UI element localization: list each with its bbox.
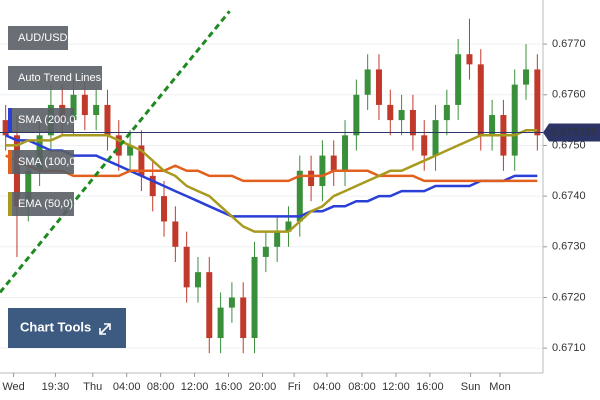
button-bg [8,108,74,132]
candle-body [194,272,201,288]
x-tick-label: Fri [288,381,301,393]
toolbar-button[interactable]: SMA (200,0) [8,108,79,132]
x-tick-label: 12:00 [181,381,209,393]
candle-body [81,94,88,116]
candle-body [398,109,405,121]
candle-body [285,221,292,232]
x-tick-label: 16:00 [215,381,243,393]
candle-body [183,246,190,288]
candle-body [364,69,371,95]
x-tick-label: 04:00 [113,381,141,393]
candle-body [93,104,100,116]
button-stripe [8,108,12,132]
candle-body [308,170,315,186]
candle-body [296,170,303,222]
button-bg [8,150,74,174]
candle-body [443,104,450,121]
button-label: Auto Trend Lines [18,72,102,84]
indicator-line [5,134,538,218]
candle-body [421,135,428,156]
candle-body [262,246,269,257]
candle-body [523,69,530,85]
candle-body [409,109,416,136]
candle-body [127,145,134,156]
candle-body [161,196,168,222]
candle-body [172,221,179,247]
button-label: SMA (200,0) [18,114,79,126]
y-tick-label: 0.6750 [552,139,586,151]
candle-body [455,54,462,105]
button-label: AUD/USD [18,32,68,44]
candle-body [149,175,156,197]
candle-body [330,155,337,171]
candle-body [489,115,496,136]
y-tick-label: 0.6740 [552,190,586,202]
x-tick-label: 08:00 [348,381,376,393]
x-tick-label: Sun [461,381,481,393]
button-bg [8,26,68,50]
indicator-line [5,154,538,183]
candle-body [534,69,541,136]
y-tick-label: 0.6760 [552,89,586,101]
x-tick-label: 19:30 [42,381,70,393]
candle-body [466,54,473,65]
price-tag [543,123,600,142]
trend-line [0,10,231,294]
toolbar-button[interactable]: SMA (100,0) [8,150,79,174]
price-tag-label: 0.675255 [551,126,597,138]
x-tick-label: Thu [83,381,102,393]
button-stripe [8,150,12,174]
x-tick-label: 16:00 [416,381,444,393]
y-tick-label: 0.6720 [552,291,586,303]
toolbar-button[interactable]: Auto Trend Lines [8,66,102,90]
candle-body [115,135,122,156]
candle-body [2,120,9,136]
expand-icon [99,323,111,335]
candle-body [387,104,394,121]
x-tick-label: 08:00 [147,381,175,393]
toolbar-button[interactable]: EMA (50,0) [8,192,74,216]
x-tick-label: Wed [2,381,24,393]
candle-body [319,155,326,186]
candle-body [138,145,145,176]
y-tick-label: 0.6730 [552,241,586,253]
y-tick-label: 0.6710 [552,342,586,354]
candle-body [240,297,247,339]
candle-body [217,307,224,339]
candle-body [251,256,258,339]
button-label: EMA (50,0) [18,198,73,210]
candle-body [342,135,349,171]
y-tick-label: 0.6770 [552,38,586,50]
x-tick-label: 20:00 [249,381,277,393]
candle-body [104,104,111,136]
toolbar-button[interactable]: AUD/USD [8,26,68,50]
button-bg [8,192,74,216]
x-tick-label: 04:00 [313,381,341,393]
candle-body [477,64,484,136]
chart-tools-button[interactable]: Chart Tools [8,308,126,348]
candle-body [432,120,439,156]
candle-body [274,231,281,247]
button-label: SMA (100,0) [18,156,79,168]
candle-body [70,94,77,121]
candle-body [511,84,518,156]
button-label: Chart Tools [20,319,91,334]
indicator-line [5,128,538,233]
candle-body [25,170,32,207]
button-bg [8,66,102,90]
x-tick-label: Mon [489,381,510,393]
x-tick-label: 12:00 [382,381,410,393]
candle-body [353,94,360,136]
candle-body [228,297,235,308]
candle-body [375,69,382,105]
button-stripe [8,192,12,216]
candle-body [206,272,213,339]
